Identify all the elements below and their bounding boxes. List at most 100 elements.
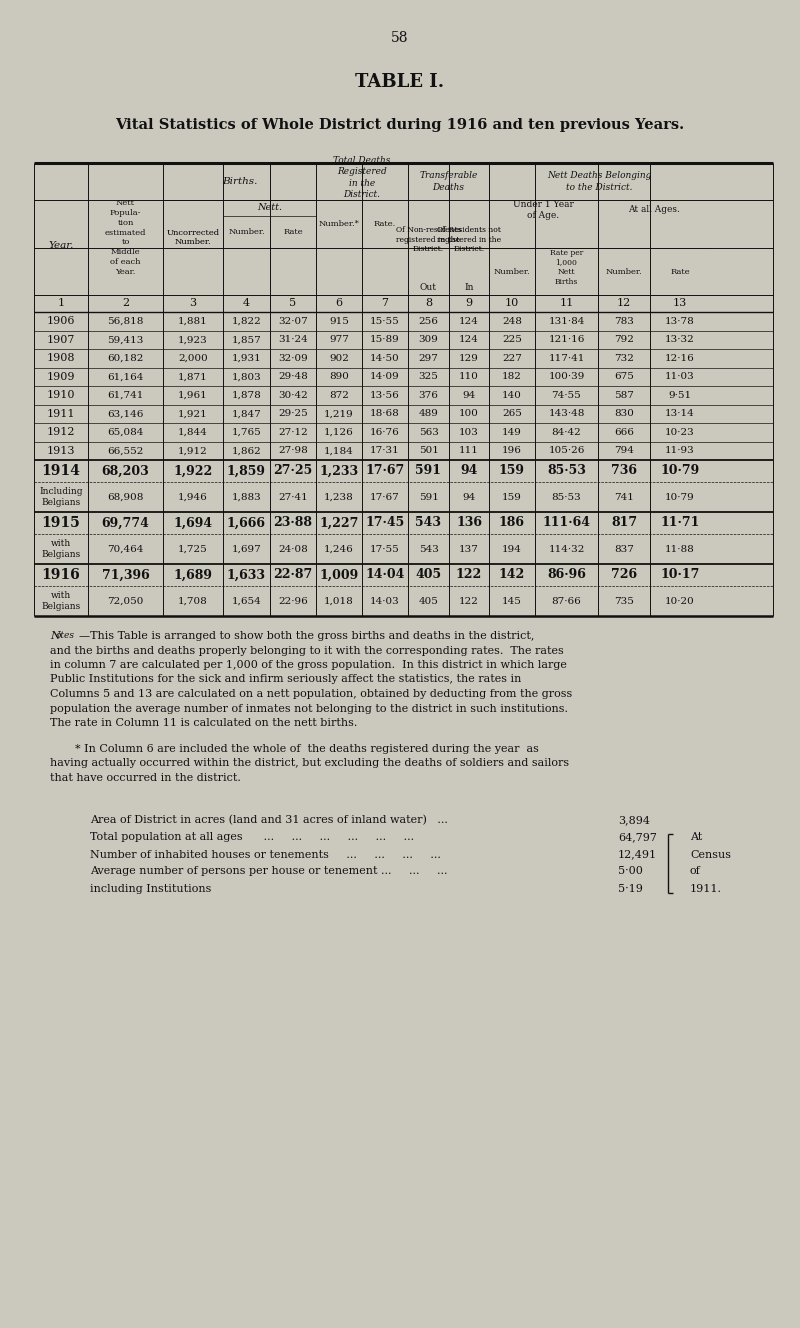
Text: Rate: Rate bbox=[670, 267, 690, 275]
Text: 1,922: 1,922 bbox=[174, 465, 213, 478]
Text: 14·09: 14·09 bbox=[370, 372, 400, 381]
Text: 27·25: 27·25 bbox=[274, 465, 313, 478]
Text: 149: 149 bbox=[502, 428, 522, 437]
Text: 1915: 1915 bbox=[42, 517, 80, 530]
Text: 94: 94 bbox=[460, 465, 478, 478]
Text: 32·09: 32·09 bbox=[278, 353, 308, 363]
Text: 22·96: 22·96 bbox=[278, 596, 308, 606]
Text: 1912: 1912 bbox=[46, 428, 75, 437]
Text: Rate per
1,000
Nett
Births: Rate per 1,000 Nett Births bbox=[550, 248, 583, 287]
Text: 227: 227 bbox=[502, 353, 522, 363]
Text: of: of bbox=[690, 866, 701, 876]
Text: 1,859: 1,859 bbox=[227, 465, 266, 478]
Text: 1,654: 1,654 bbox=[232, 596, 262, 606]
Text: 1,822: 1,822 bbox=[232, 317, 262, 325]
Text: 30·42: 30·42 bbox=[278, 390, 308, 400]
Text: 17·67: 17·67 bbox=[366, 465, 405, 478]
Text: in column 7 are calculated per 1,000 of the gross population.  In this district : in column 7 are calculated per 1,000 of … bbox=[50, 660, 567, 671]
Text: Census: Census bbox=[690, 850, 731, 859]
Text: 196: 196 bbox=[502, 446, 522, 456]
Text: 591: 591 bbox=[415, 465, 442, 478]
Text: 1914: 1914 bbox=[42, 463, 81, 478]
Text: 1,725: 1,725 bbox=[178, 544, 208, 554]
Text: 405: 405 bbox=[418, 596, 438, 606]
Text: 10·20: 10·20 bbox=[665, 596, 695, 606]
Text: 117·41: 117·41 bbox=[548, 353, 585, 363]
Text: 1,633: 1,633 bbox=[227, 568, 266, 582]
Text: 587: 587 bbox=[614, 390, 634, 400]
Text: 1,923: 1,923 bbox=[178, 335, 208, 344]
Text: 159: 159 bbox=[499, 465, 525, 478]
Text: 94: 94 bbox=[462, 390, 476, 400]
Text: 1,921: 1,921 bbox=[178, 409, 208, 418]
Text: 31·24: 31·24 bbox=[278, 335, 308, 344]
Text: 13·78: 13·78 bbox=[665, 317, 695, 325]
Text: 1,219: 1,219 bbox=[324, 409, 354, 418]
Text: 1,765: 1,765 bbox=[232, 428, 262, 437]
Text: 14·03: 14·03 bbox=[370, 596, 400, 606]
Text: 501: 501 bbox=[418, 446, 438, 456]
Text: 27·98: 27·98 bbox=[278, 446, 308, 456]
Text: 794: 794 bbox=[614, 446, 634, 456]
Text: Births.: Births. bbox=[222, 177, 257, 186]
Text: The rate in Column 11 is calculated on the nett births.: The rate in Column 11 is calculated on t… bbox=[50, 718, 358, 728]
Text: 140: 140 bbox=[502, 390, 522, 400]
Text: 11·93: 11·93 bbox=[665, 446, 695, 456]
Text: 85·53: 85·53 bbox=[547, 465, 586, 478]
Text: 256: 256 bbox=[418, 317, 438, 325]
Text: 1,697: 1,697 bbox=[232, 544, 262, 554]
Text: Nett
Popula-
tion
estimated
to
Middle
of each
Year.: Nett Popula- tion estimated to Middle of… bbox=[105, 199, 146, 276]
Text: with
Belgians: with Belgians bbox=[42, 591, 81, 611]
Text: 131·84: 131·84 bbox=[548, 317, 585, 325]
Text: 15·89: 15·89 bbox=[370, 335, 400, 344]
Text: 405: 405 bbox=[415, 568, 442, 582]
Text: 5: 5 bbox=[290, 299, 297, 308]
Text: 1911.: 1911. bbox=[690, 883, 722, 894]
Text: 4: 4 bbox=[243, 299, 250, 308]
Text: 186: 186 bbox=[499, 517, 525, 530]
Text: 11·71: 11·71 bbox=[660, 517, 700, 530]
Text: 14·50: 14·50 bbox=[370, 353, 400, 363]
Text: 1: 1 bbox=[58, 299, 65, 308]
Text: 1,881: 1,881 bbox=[178, 317, 208, 325]
Text: 1911: 1911 bbox=[46, 409, 75, 418]
Text: Uncorrected
Number.: Uncorrected Number. bbox=[166, 228, 219, 247]
Text: 17·67: 17·67 bbox=[370, 493, 400, 502]
Text: 792: 792 bbox=[614, 335, 634, 344]
Text: 1,946: 1,946 bbox=[178, 493, 208, 502]
Text: 122: 122 bbox=[459, 596, 479, 606]
Text: 84·42: 84·42 bbox=[552, 428, 582, 437]
Text: 1,694: 1,694 bbox=[174, 517, 213, 530]
Text: 1,666: 1,666 bbox=[227, 517, 266, 530]
Text: 182: 182 bbox=[502, 372, 522, 381]
Text: 563: 563 bbox=[418, 428, 438, 437]
Text: Average number of persons per house or tenement ...     ...     ...: Average number of persons per house or t… bbox=[90, 866, 447, 876]
Text: 14·04: 14·04 bbox=[366, 568, 405, 582]
Text: 1,912: 1,912 bbox=[178, 446, 208, 456]
Text: At all Ages.: At all Ages. bbox=[628, 206, 680, 215]
Text: 68,908: 68,908 bbox=[107, 493, 144, 502]
Text: 145: 145 bbox=[502, 596, 522, 606]
Text: 68,203: 68,203 bbox=[102, 465, 150, 478]
Text: having actually occurred within the district, but excluding the deaths of soldie: having actually occurred within the dist… bbox=[50, 758, 569, 769]
Text: 1908: 1908 bbox=[46, 353, 75, 364]
Text: Number.: Number. bbox=[228, 228, 265, 236]
Text: 1,018: 1,018 bbox=[324, 596, 354, 606]
Text: 66,552: 66,552 bbox=[107, 446, 144, 456]
Text: 121·16: 121·16 bbox=[548, 335, 585, 344]
Text: 309: 309 bbox=[418, 335, 438, 344]
Text: Rate.: Rate. bbox=[374, 220, 396, 228]
Text: 1,878: 1,878 bbox=[232, 390, 262, 400]
Text: 1,184: 1,184 bbox=[324, 446, 354, 456]
Text: Public Institutions for the sick and infirm seriously affect the statistics, the: Public Institutions for the sick and inf… bbox=[50, 675, 522, 684]
Text: 5·19: 5·19 bbox=[618, 883, 643, 894]
Text: including Institutions: including Institutions bbox=[90, 883, 211, 894]
Text: 10·23: 10·23 bbox=[665, 428, 695, 437]
Text: 10·79: 10·79 bbox=[660, 465, 700, 478]
Text: 3: 3 bbox=[190, 299, 197, 308]
Text: 977: 977 bbox=[329, 335, 349, 344]
Text: 489: 489 bbox=[418, 409, 438, 418]
Text: Total population at all ages      ...     ...     ...     ...     ...     ...: Total population at all ages ... ... ...… bbox=[90, 833, 414, 842]
Text: 18·68: 18·68 bbox=[370, 409, 400, 418]
Text: 13: 13 bbox=[673, 299, 687, 308]
